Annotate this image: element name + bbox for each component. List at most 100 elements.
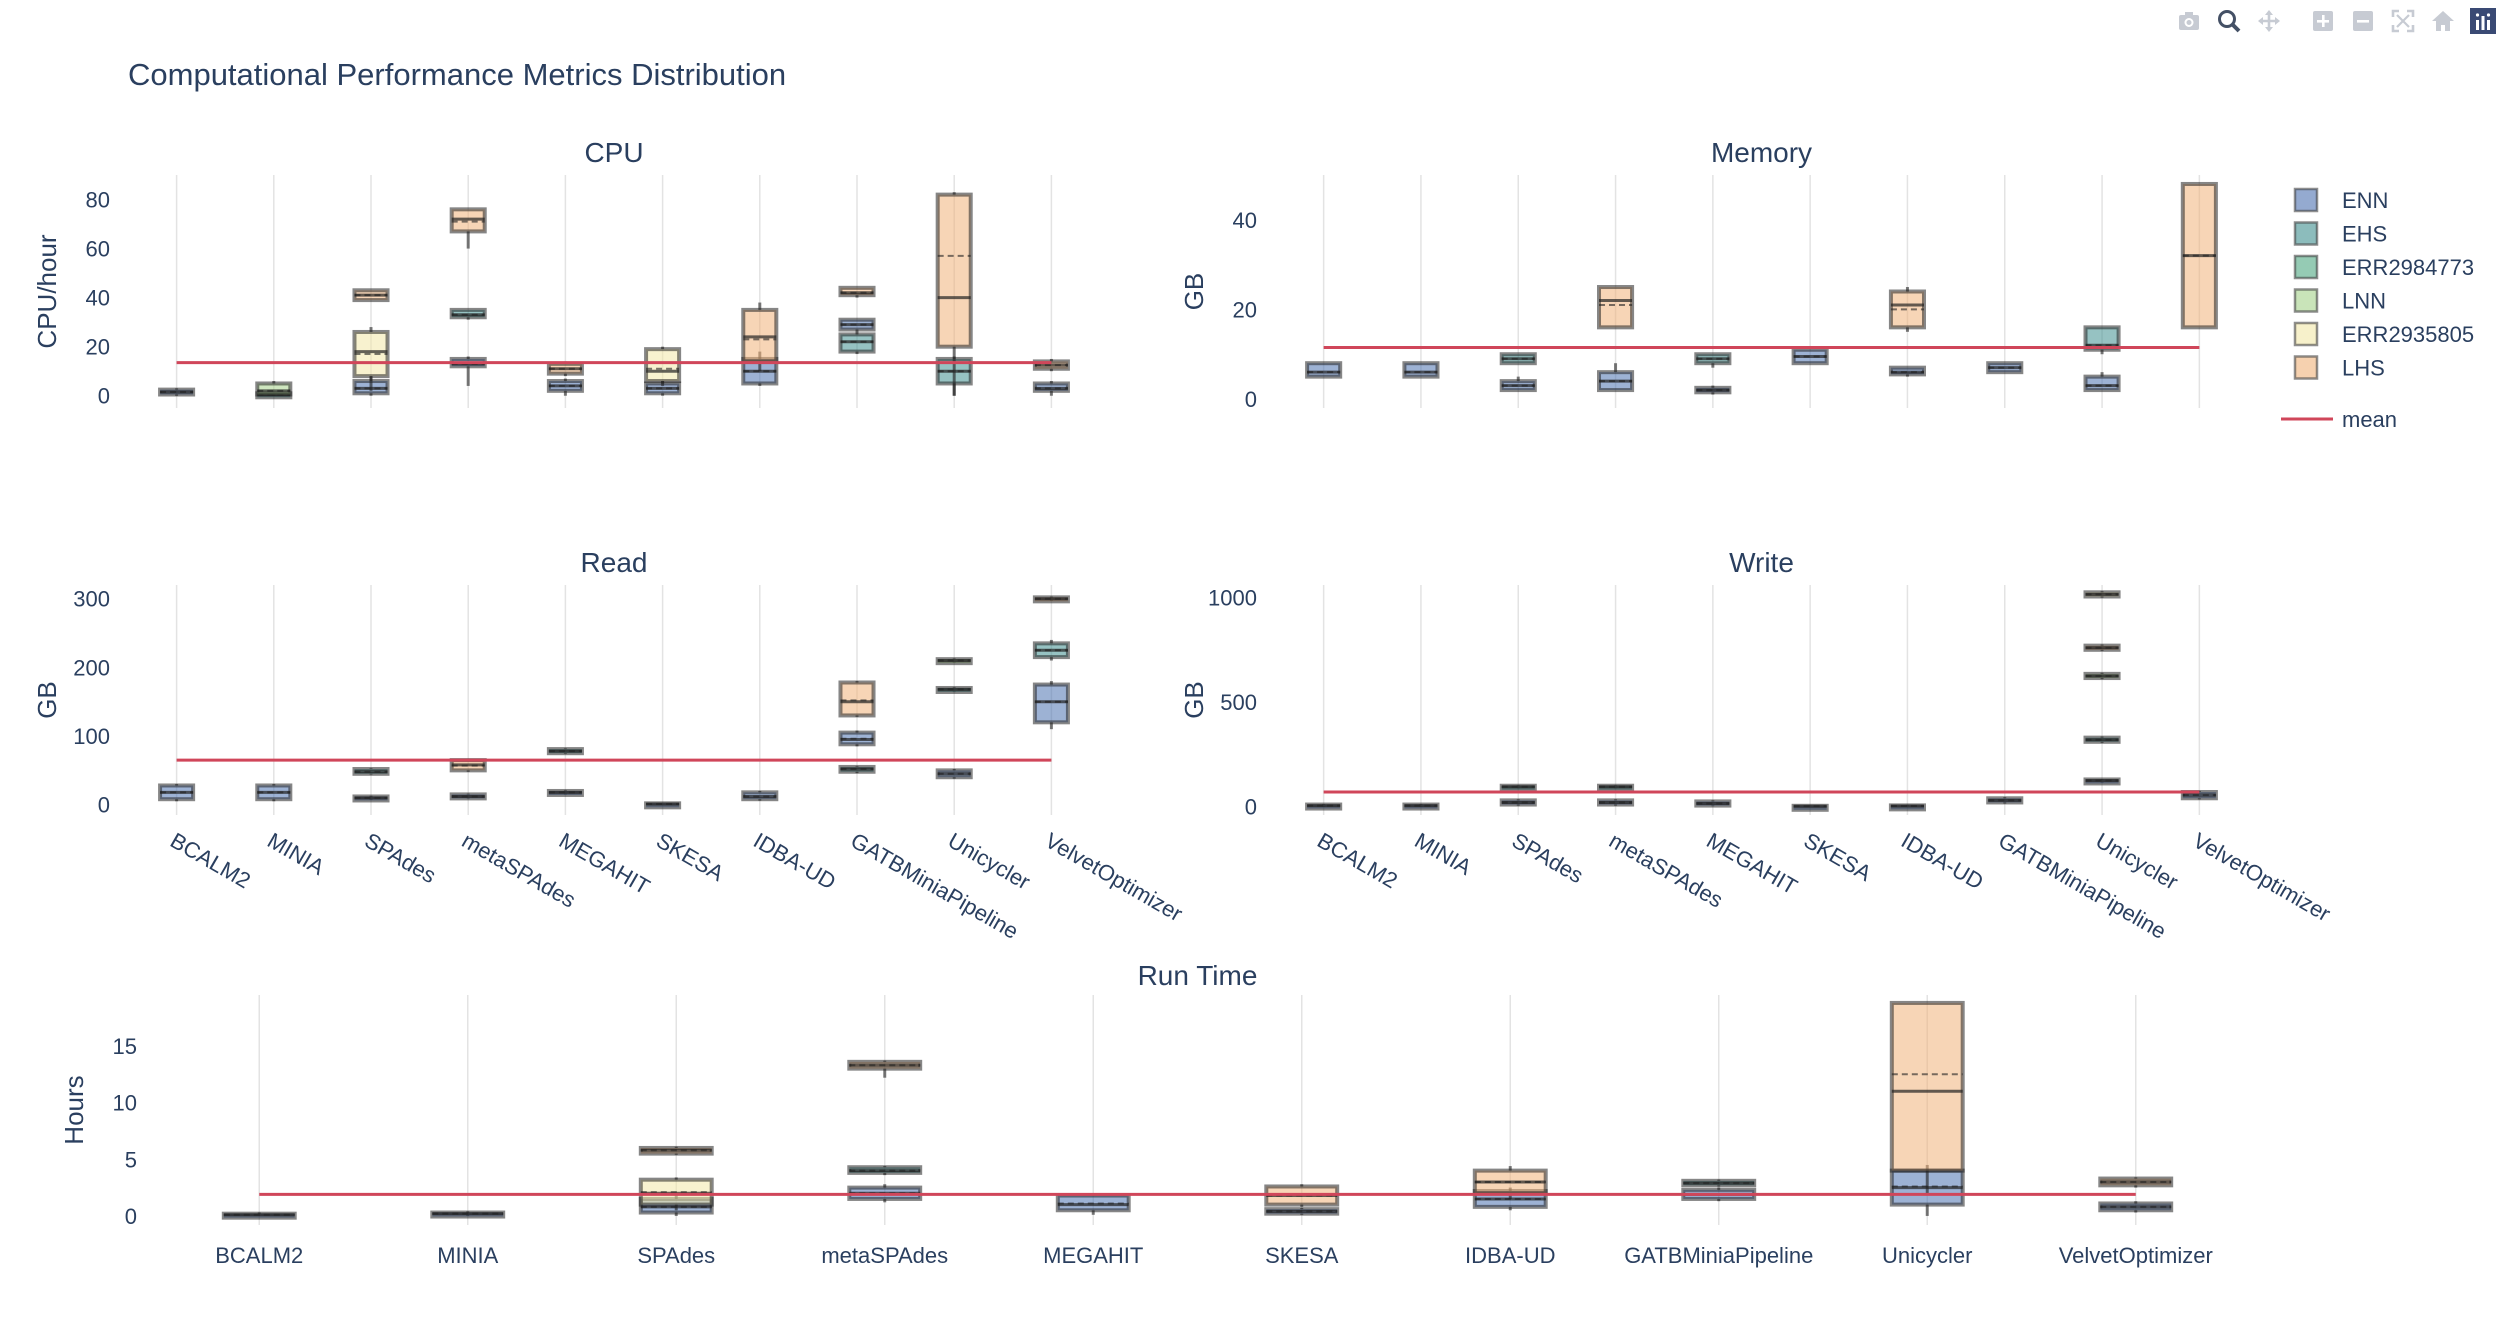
box-SPAdes-LHS[interactable]	[638, 1145, 714, 1156]
box-VelvetOptimizer-LHS[interactable]	[2098, 1176, 2174, 1188]
box-GATBMiniaPipeline-ENN[interactable]	[1986, 361, 2024, 375]
legend-item-EHS[interactable]: EHS	[2293, 221, 2387, 247]
box-Unicycler-LHS[interactable]	[2083, 643, 2121, 652]
plotly-logo-button[interactable]	[2466, 4, 2500, 38]
camera-icon	[2179, 12, 2199, 30]
box-MINIA-ENN[interactable]	[1402, 802, 1440, 811]
box-MEGAHIT-ENN[interactable]	[546, 788, 584, 797]
x-tick-label: IDBA-UD	[1897, 828, 1988, 895]
box-SPAdes-LHS[interactable]	[352, 288, 390, 303]
x-tick-label: BCALM2	[215, 1243, 303, 1268]
box-GATBMiniaPipeline-EHS[interactable]	[838, 764, 876, 774]
box-GATBMiniaPipeline-LHS[interactable]	[838, 680, 876, 718]
box-BCALM2-ENN[interactable]	[221, 1211, 297, 1220]
box-BCALM2-ENN[interactable]	[1305, 802, 1343, 811]
box-metaSPAdes-ENN[interactable]	[1597, 798, 1635, 807]
box-body	[838, 680, 876, 718]
x-tick-label: VelvetOptimizer	[2189, 828, 2335, 927]
box-metaSPAdes-ENN[interactable]	[449, 356, 487, 386]
box-metaSPAdes-LHS[interactable]	[847, 1059, 923, 1078]
box-SPAdes-EHS[interactable]	[1499, 352, 1537, 366]
box-MEGAHIT-EHS[interactable]	[1694, 352, 1732, 368]
box-metaSPAdes-LHS[interactable]	[449, 207, 487, 249]
x-tick-label: MINIA	[1410, 828, 1476, 880]
box-GATBMiniaPipeline-ENN[interactable]	[838, 730, 876, 747]
box-MINIA-ENN[interactable]	[255, 783, 293, 802]
box-VelvetOptimizer-ENN[interactable]	[2098, 1201, 2174, 1213]
box-MINIA-ENN[interactable]	[1402, 361, 1440, 379]
box-metaSPAdes-ENN[interactable]	[449, 792, 487, 801]
legend-item-LNN[interactable]: LNN	[2293, 288, 2386, 314]
box-Unicycler-LHS[interactable]	[1889, 1000, 1965, 1194]
box-SPAdes-ENN[interactable]	[1499, 376, 1537, 393]
box-Unicycler-ENN[interactable]	[2083, 372, 2121, 393]
box-GATBMiniaPipeline-LHS[interactable]	[838, 285, 876, 298]
box-SPAdes-ERR2935805[interactable]	[638, 1177, 714, 1211]
box-IDBA-UD-LHS[interactable]	[1888, 287, 1926, 332]
box-VelvetOptimizer-LHS[interactable]	[2180, 181, 2218, 330]
legend-item-ENN[interactable]: ENN	[2293, 187, 2388, 213]
box-SPAdes-ERR2935805[interactable]	[352, 327, 390, 391]
box-Unicycler-ENN[interactable]	[935, 768, 973, 780]
box-Unicycler-LNN[interactable]	[935, 657, 973, 666]
box-MEGAHIT-ENN[interactable]	[1055, 1193, 1131, 1215]
box-SPAdes-EHS[interactable]	[1499, 783, 1537, 792]
legend-item-ERR2935805[interactable]: ERR2935805	[2293, 321, 2474, 347]
box-IDBA-UD-ENN[interactable]	[1888, 365, 1926, 377]
box-metaSPAdes-EHS[interactable]	[1597, 783, 1635, 792]
box-GATBMiniaPipeline-ENN[interactable]	[1986, 796, 2024, 805]
box-BCALM2-ENN[interactable]	[1305, 361, 1343, 379]
box-SKESA-ERR2935805[interactable]	[644, 346, 682, 386]
zoom-out-button[interactable]	[2346, 4, 2380, 38]
box-MEGAHIT-EHS[interactable]	[546, 747, 584, 756]
box-SKESA-ENN[interactable]	[644, 801, 682, 810]
box-Unicycler-EHS[interactable]	[2083, 735, 2121, 744]
box-IDBA-UD-ENN[interactable]	[741, 790, 779, 802]
box-Unicycler-ENN[interactable]	[2083, 777, 2121, 786]
box-SKESA-ENN[interactable]	[1264, 1207, 1340, 1216]
box-SPAdes-EHS[interactable]	[352, 767, 390, 776]
box-GATBMiniaPipeline-EHS[interactable]	[1681, 1178, 1757, 1188]
box-SKESA-ENN[interactable]	[1791, 347, 1829, 366]
legend-item-LHS[interactable]: LHS	[2293, 355, 2385, 381]
box-VelvetOptimizer-LHS[interactable]	[1032, 358, 1070, 372]
box-MINIA-ENN[interactable]	[430, 1210, 506, 1219]
box-MEGAHIT-ENN[interactable]	[1694, 799, 1732, 808]
box-IDBA-UD-ENN[interactable]	[1888, 803, 1926, 812]
box-Unicycler-EHS[interactable]	[2083, 325, 2121, 355]
zoom-button[interactable]	[2212, 4, 2246, 38]
zoom-in-button[interactable]	[2306, 4, 2340, 38]
box-metaSPAdes-ENN[interactable]	[1597, 363, 1635, 393]
legend-item-mean[interactable]: mean	[2281, 407, 2397, 432]
reset-axes-button[interactable]	[2426, 4, 2460, 38]
box-VelvetOptimizer-ENN[interactable]	[1032, 681, 1070, 730]
box-SPAdes-ENN[interactable]	[1499, 798, 1537, 807]
box-VelvetOptimizer-EHS[interactable]	[1032, 639, 1070, 661]
box-VelvetOptimizer-LHS[interactable]	[1032, 595, 1070, 604]
box-BCALM2-ENN[interactable]	[158, 783, 196, 802]
y-axis-label: Hours	[59, 1075, 89, 1144]
box-GATBMiniaPipeline-EHS[interactable]	[838, 331, 876, 355]
legend-label: LNN	[2342, 289, 2386, 314]
box-Unicycler-EHS[interactable]	[935, 685, 973, 694]
box-metaSPAdes-LHS[interactable]	[1597, 285, 1635, 330]
box-SPAdes-ENN[interactable]	[352, 794, 390, 803]
autoscale-button[interactable]	[2386, 4, 2420, 38]
x-tick-label: SKESA	[1265, 1243, 1339, 1268]
box-MINIA-LNN[interactable]	[255, 381, 293, 397]
box-SKESA-ENN[interactable]	[1791, 803, 1829, 812]
box-VelvetOptimizer-ENN[interactable]	[1032, 381, 1070, 396]
box-metaSPAdes-EHS[interactable]	[449, 307, 487, 320]
box-Unicycler-LHS[interactable]	[935, 192, 973, 396]
box-MEGAHIT-ENN[interactable]	[546, 378, 584, 396]
legend-item-ERR2984773[interactable]: ERR2984773	[2293, 254, 2474, 280]
box-MEGAHIT-ENN[interactable]	[1694, 385, 1732, 395]
box-BCALM2-ENN[interactable]	[158, 387, 196, 397]
box-GATBMiniaPipeline-ENN[interactable]	[838, 317, 876, 332]
box-Unicycler-LNN[interactable]	[2083, 671, 2121, 681]
box-metaSPAdes-EHS[interactable]	[847, 1165, 923, 1176]
box-IDBA-UD-LHS[interactable]	[741, 302, 779, 372]
box-Unicycler-ERR2935805[interactable]	[2083, 590, 2121, 599]
camera-button[interactable]	[2172, 4, 2206, 38]
pan-button[interactable]	[2252, 4, 2286, 38]
